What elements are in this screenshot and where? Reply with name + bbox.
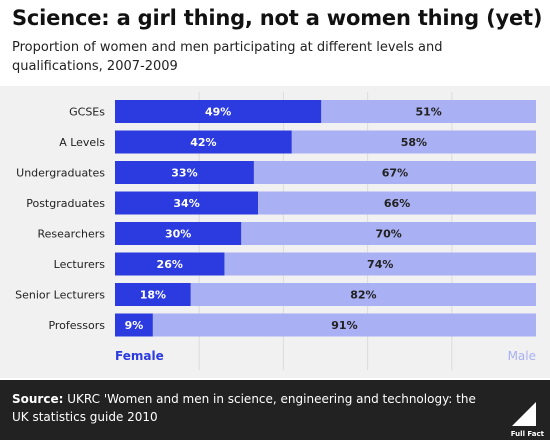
data-label-male: 82%: [350, 289, 376, 302]
bar-male: [291, 130, 536, 154]
data-label-female: 30%: [165, 228, 191, 241]
category-label: Lecturers: [54, 258, 106, 271]
bar-female: [115, 283, 191, 306]
bar-male: [241, 222, 537, 245]
data-label-female: 34%: [173, 197, 199, 210]
bar-male: [253, 161, 536, 184]
chart-title: Science: a girl thing, not a women thing…: [12, 6, 543, 30]
footer: Source: UKRC 'Women and men in science, …: [0, 380, 550, 440]
data-label-male: 91%: [331, 319, 357, 332]
category-label: GCSEs: [69, 106, 105, 119]
bar-female: [115, 191, 259, 215]
bar-male: [152, 313, 536, 337]
legend-female: Female: [115, 349, 164, 363]
data-label-male: 70%: [375, 228, 401, 241]
category-label: Undergraduates: [16, 167, 105, 180]
data-label-male: 66%: [384, 197, 410, 210]
category-label: Researchers: [38, 228, 106, 241]
bar-male: [224, 252, 536, 276]
bar-female: [115, 100, 322, 123]
full-fact-logo-icon: [512, 402, 536, 426]
data-label-female: 33%: [171, 167, 197, 180]
data-label-female: 9%: [125, 319, 144, 332]
bar-male: [258, 191, 536, 215]
data-label-male: 51%: [415, 106, 441, 119]
legend: Female Male: [115, 349, 536, 363]
logo-text: Full Fact: [510, 430, 544, 438]
stacked-bar-chart: GCSEs 49% 51% A Levels 42% 58% Undergraduates 3…: [15, 92, 537, 370]
data-label-female: 49%: [205, 106, 231, 119]
bar-female: [115, 161, 254, 184]
category-label: A Levels: [59, 136, 105, 149]
bar-female: [115, 222, 242, 245]
bar-female: [115, 313, 153, 337]
category-label: Professors: [48, 319, 105, 332]
data-label-male: 67%: [382, 167, 408, 180]
data-label-female: 42%: [190, 136, 216, 149]
bar-male: [190, 283, 536, 306]
category-label: Senior Lecturers: [15, 289, 105, 302]
data-label-female: 18%: [140, 289, 166, 302]
data-label-male: 74%: [367, 258, 393, 271]
source-label: Source:: [12, 392, 64, 406]
data-label-male: 58%: [401, 136, 427, 149]
source-text: UKRC 'Women and men in science, engineer…: [12, 392, 476, 424]
legend-male: Male: [508, 349, 536, 363]
bar-female: [115, 130, 292, 154]
bar-female: [115, 252, 225, 276]
source-note: Source: UKRC 'Women and men in science, …: [12, 390, 492, 426]
bar-male: [321, 100, 536, 123]
chart-subtitle: Proportion of women and men participatin…: [12, 40, 443, 74]
bars: GCSEs 49% 51% A Levels 42% 58% Undergraduates 3…: [15, 100, 537, 337]
category-label: Postgraduates: [26, 197, 105, 210]
data-label-female: 26%: [157, 258, 183, 271]
